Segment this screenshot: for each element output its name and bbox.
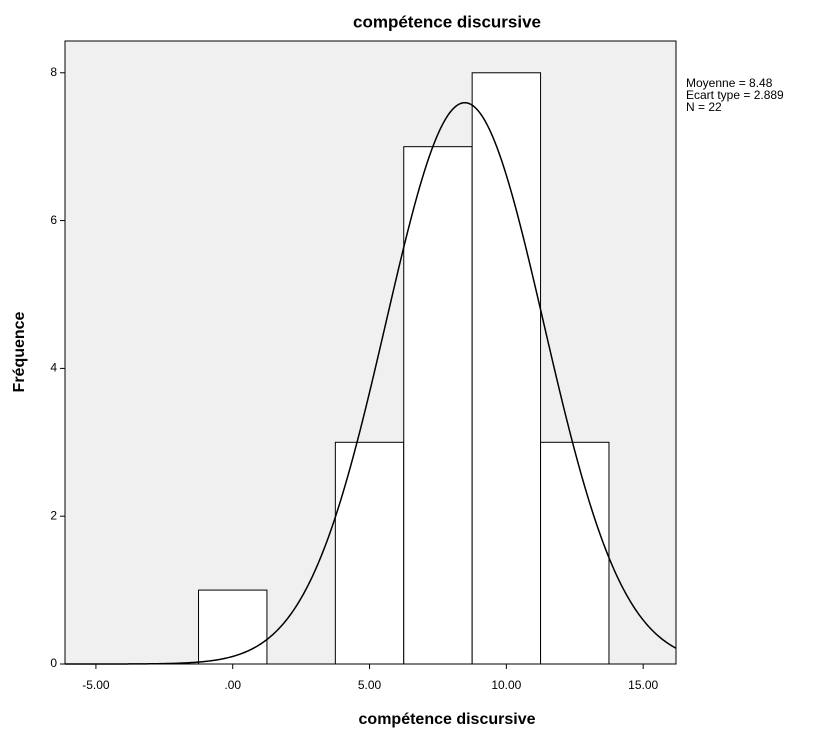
bar [403,146,473,665]
stat-annotation: Ecart type = 2.889 [686,88,784,102]
normal-curve [65,101,677,665]
bar [540,441,610,665]
x-axis-label: compétence discursive [359,711,536,728]
chart-title: compétence discursive [353,12,541,31]
bar [198,589,268,665]
x-tick-label: .00 [224,678,241,692]
stat-annotation: N = 22 [686,100,722,114]
y-tick-label: 8 [50,65,57,79]
x-tick-label: -5.00 [82,678,110,692]
x-tick-label: 10.00 [491,678,521,692]
x-tick-label: 5.00 [358,678,382,692]
x-tick-label: 15.00 [628,678,658,692]
y-tick-label: 0 [50,656,57,670]
bar [334,441,405,665]
y-tick-label: 4 [50,361,57,375]
y-tick-label: 6 [50,213,57,227]
y-axis-label: Fréquence [11,311,28,392]
stat-annotation: Moyenne = 8.48 [686,76,773,90]
y-tick-label: 2 [50,508,57,522]
bar [471,72,542,665]
